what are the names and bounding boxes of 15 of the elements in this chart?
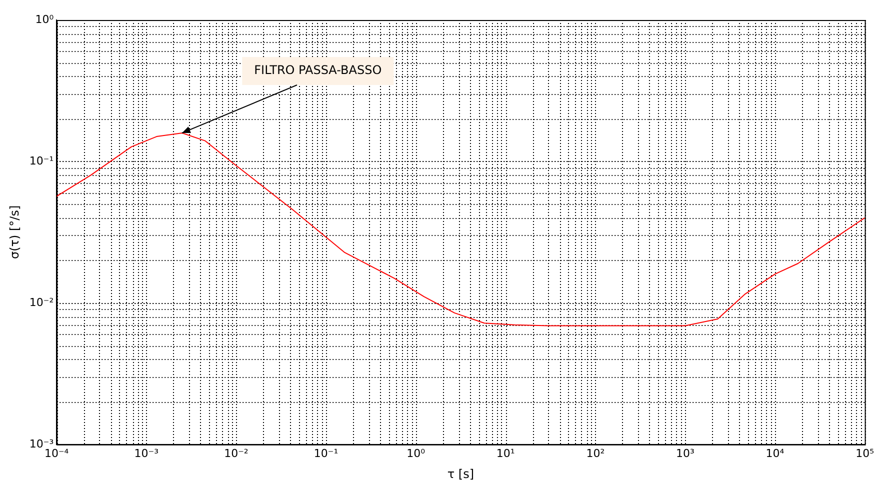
x-axis-title: τ [s] — [447, 466, 474, 481]
y-axis-title: σ(τ) [°/s] — [7, 205, 22, 260]
x-tick-label: 10⁰ — [406, 446, 426, 460]
x-tick-label: 10⁻¹ — [314, 446, 338, 460]
x-tick-label: 10³ — [676, 446, 694, 460]
x-tick-label: 10⁵ — [856, 446, 874, 460]
annotation: FILTRO PASSA-BASSO — [254, 63, 382, 78]
y-tick-label: 10⁻¹ — [29, 154, 54, 168]
x-tick-label: 10⁻² — [224, 446, 248, 460]
x-tick-label: 10⁻³ — [134, 446, 159, 460]
x-tick-label: 10² — [586, 446, 605, 460]
y-tick-label: 10⁻² — [29, 296, 54, 309]
y-tick-label: 10⁰ — [35, 12, 54, 26]
x-tick-label: 10¹ — [496, 446, 515, 460]
x-tick-label: 10⁴ — [766, 446, 785, 460]
